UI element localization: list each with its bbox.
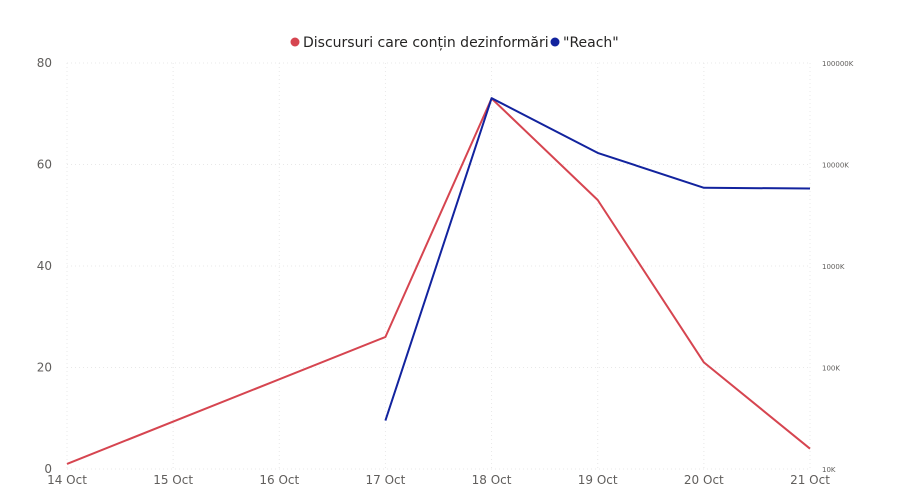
left-tick-label: 80 (37, 56, 52, 70)
right-tick-label: 100K (822, 365, 840, 373)
legend-label-reach: "Reach" (563, 35, 619, 51)
left-tick-label: 20 (37, 361, 52, 375)
x-tick-label: 16 Oct (259, 473, 299, 487)
series-line-disinformation (66, 97, 811, 465)
x-tick-label: 20 Oct (684, 473, 724, 487)
legend-marker-reach (550, 37, 560, 47)
left-tick-label: 40 (37, 259, 52, 273)
x-tick-label: 14 Oct (47, 473, 87, 487)
legend: Discursuri care conțin dezinformări "Rea… (290, 35, 619, 51)
series-line-reach (384, 97, 811, 421)
right-tick-label: 10000K (822, 162, 849, 170)
x-tick-label: 17 Oct (366, 473, 406, 487)
gridlines (66, 62, 811, 470)
left-tick-label: 0 (44, 462, 52, 476)
x-tick-label: 19 Oct (578, 473, 618, 487)
left-tick-label: 60 (37, 158, 52, 172)
x-tick-label: 15 Oct (153, 473, 193, 487)
right-y-axis: 10K 100K 1000K 10000K 100000K (822, 60, 854, 474)
legend-label-disinformation: Discursuri care conțin dezinformări (303, 35, 549, 51)
series-layer (66, 97, 811, 465)
right-tick-label: 100000K (822, 60, 854, 68)
right-tick-label: 10K (822, 466, 836, 474)
legend-marker-disinformation (290, 37, 300, 47)
left-y-axis: 0 20 40 60 80 (37, 56, 52, 476)
x-tick-label: 21 Oct (790, 473, 830, 487)
right-tick-label: 1000K (822, 263, 845, 271)
x-axis: 14 Oct 15 Oct 16 Oct 17 Oct 18 Oct 19 Oc… (47, 473, 830, 487)
x-tick-label: 18 Oct (472, 473, 512, 487)
